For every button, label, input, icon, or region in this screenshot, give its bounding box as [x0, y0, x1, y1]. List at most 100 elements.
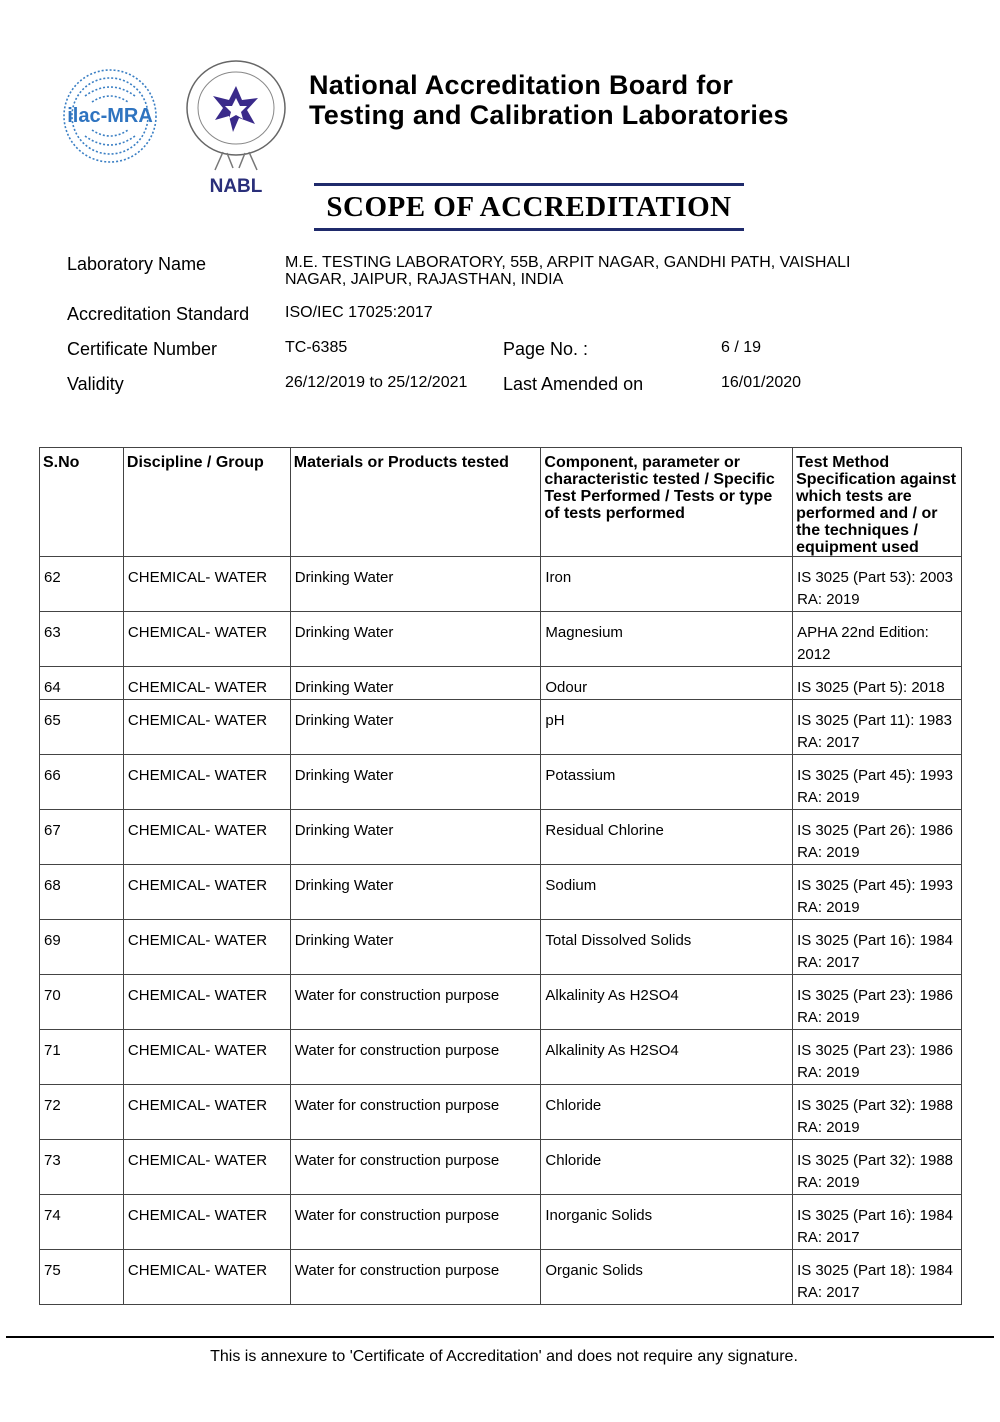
- cell-materials: Drinking Water: [289, 754, 542, 810]
- cell-discipline: CHEMICAL- WATER: [122, 1249, 291, 1305]
- test-method-line-2: RA: 2019: [797, 789, 860, 806]
- cell-sno: 63: [39, 611, 124, 667]
- test-method-line-1: IS 3025 (Part 32): 1988: [797, 1097, 954, 1114]
- table-row: 62 CHEMICAL- WATER Drinking Water Iron IS 30…: [39, 556, 962, 612]
- nabl-logo-text: NABL: [210, 176, 263, 197]
- cell-test-method: IS 3025 (Part 45): 1993 RA: 2019: [792, 754, 962, 810]
- test-method-line-2: 2012: [797, 646, 831, 663]
- test-method-line-1: IS 3025 (Part 23): 1986: [797, 987, 954, 1004]
- cell-component: Potassium: [540, 754, 794, 810]
- standard-label: Accreditation Standard: [67, 304, 250, 324]
- amended-label: Last Amended on: [503, 374, 644, 394]
- cell-component: Chloride: [540, 1084, 794, 1140]
- table-row: 65 CHEMICAL- WATER Drinking Water pH IS 3025…: [39, 699, 962, 755]
- table-row: 74 CHEMICAL- WATER Water for construction …: [39, 1194, 962, 1250]
- lab-name-value: M.E. TESTING LABORATORY, 55B, ARPIT NAGA…: [285, 254, 851, 288]
- cell-test-method: APHA 22nd Edition: 2012: [792, 611, 962, 667]
- cell-test-method: IS 3025 (Part 45): 1993 RA: 2019: [792, 864, 962, 920]
- cell-materials: Water for construction purpose: [289, 1139, 542, 1195]
- footer-note: This is annexure to 'Certificate of Accr…: [210, 1348, 798, 1365]
- cell-materials: Drinking Water: [289, 556, 542, 612]
- test-method-line-1: IS 3025 (Part 53): 2003: [797, 569, 954, 586]
- test-method-line-2: RA: 2019: [797, 1064, 860, 1081]
- cell-component: Residual Chlorine: [540, 809, 794, 865]
- certificate-label: Certificate Number: [67, 339, 218, 359]
- org-line-1: National Accreditation Board for: [309, 70, 734, 100]
- header-test-method: Test Method Specification against which …: [792, 447, 962, 557]
- cell-materials: Water for construction purpose: [289, 1084, 542, 1140]
- cell-test-method: IS 3025 (Part 5): 2018: [792, 666, 962, 700]
- cell-test-method: IS 3025 (Part 23): 1986 RA: 2019: [792, 1029, 962, 1085]
- standard-value: ISO/IEC 17025:2017: [285, 304, 433, 321]
- cell-discipline: CHEMICAL- WATER: [122, 666, 291, 700]
- test-method-line-1: IS 3025 (Part 5): 2018: [797, 679, 945, 696]
- cell-discipline: CHEMICAL- WATER: [122, 611, 291, 667]
- cell-sno: 74: [39, 1194, 124, 1250]
- cell-sno: 69: [39, 919, 124, 975]
- cell-test-method: IS 3025 (Part 26): 1986 RA: 2019: [792, 809, 962, 865]
- cell-component: pH: [540, 699, 794, 755]
- nabl-logo: NABL: [186, 60, 286, 197]
- header-sno: S.No: [39, 447, 124, 557]
- cell-discipline: CHEMICAL- WATER: [122, 754, 291, 810]
- lab-name-label: Laboratory Name: [67, 254, 207, 274]
- page-label: Page No. :: [503, 339, 589, 359]
- cell-discipline: CHEMICAL- WATER: [122, 919, 291, 975]
- amended-value: 16/01/2020: [721, 374, 802, 391]
- lab-name-line-2: NAGAR, JAIPUR, RAJASTHAN, INDIA: [285, 271, 564, 288]
- cell-component: Odour: [540, 666, 794, 700]
- cell-discipline: CHEMICAL- WATER: [122, 556, 291, 612]
- footer-divider: [6, 1336, 994, 1338]
- cell-sno: 68: [39, 864, 124, 920]
- cell-discipline: CHEMICAL- WATER: [122, 1194, 291, 1250]
- cell-discipline: CHEMICAL- WATER: [122, 809, 291, 865]
- certificate-value: TC-6385: [285, 339, 348, 356]
- cell-discipline: CHEMICAL- WATER: [122, 1139, 291, 1195]
- svg-text:ilac-MRA: ilac-MRA: [67, 105, 153, 127]
- cell-component: Organic Solids: [540, 1249, 794, 1305]
- cell-sno: 62: [39, 556, 124, 612]
- cell-materials: Water for construction purpose: [289, 974, 542, 1030]
- cell-test-method: IS 3025 (Part 32): 1988 RA: 2019: [792, 1084, 962, 1140]
- table-row: 72 CHEMICAL- WATER Water for construction …: [39, 1084, 962, 1140]
- table-row: 64 CHEMICAL- WATER Drinking Water Odour IS 3…: [39, 666, 962, 700]
- cell-sno: 64: [39, 666, 124, 700]
- table-row: 71 CHEMICAL- WATER Water for construction …: [39, 1029, 962, 1085]
- cell-sno: 71: [39, 1029, 124, 1085]
- test-method-line-1: APHA 22nd Edition:: [797, 624, 929, 641]
- test-method-line-1: IS 3025 (Part 18): 1984: [797, 1262, 954, 1279]
- cell-sno: 65: [39, 699, 124, 755]
- page-value: 6 / 19: [721, 339, 762, 356]
- cell-test-method: IS 3025 (Part 11): 1983 RA: 2017: [792, 699, 962, 755]
- cell-component: Chloride: [540, 1139, 794, 1195]
- cell-sno: 70: [39, 974, 124, 1030]
- organization-name: National Accreditation Board for Testing…: [309, 70, 789, 130]
- table-row: 68 CHEMICAL- WATER Drinking Water Sodium IS …: [39, 864, 962, 920]
- lab-name-line-1: M.E. TESTING LABORATORY, 55B, ARPIT NAGA…: [285, 254, 851, 271]
- cell-component: Sodium: [540, 864, 794, 920]
- cell-test-method: IS 3025 (Part 32): 1988 RA: 2019: [792, 1139, 962, 1195]
- validity-value: 26/12/2019 to 25/12/2021: [285, 374, 468, 391]
- cell-materials: Water for construction purpose: [289, 1194, 542, 1250]
- test-method-line-2: RA: 2019: [797, 844, 860, 861]
- cell-component: Total Dissolved Solids: [540, 919, 794, 975]
- cell-materials: Drinking Water: [289, 666, 542, 700]
- test-method-line-2: RA: 2017: [797, 734, 860, 751]
- cell-test-method: IS 3025 (Part 53): 2003 RA: 2019: [792, 556, 962, 612]
- test-method-line-1: IS 3025 (Part 45): 1993: [797, 767, 954, 784]
- table-row: 63 CHEMICAL- WATER Drinking Water Magnesium…: [39, 611, 962, 667]
- cell-sno: 72: [39, 1084, 124, 1140]
- test-method-line-2: RA: 2019: [797, 591, 860, 608]
- ilac-mra-logo: ilac-MRA: [63, 69, 157, 163]
- table-header-row: S.No Discipline / Group Materials or Pro…: [39, 447, 962, 557]
- cell-test-method: IS 3025 (Part 18): 1984 RA: 2017: [792, 1249, 962, 1305]
- cell-discipline: CHEMICAL- WATER: [122, 1084, 291, 1140]
- test-method-line-2: RA: 2019: [797, 1174, 860, 1191]
- cell-test-method: IS 3025 (Part 16): 1984 RA: 2017: [792, 1194, 962, 1250]
- validity-label: Validity: [67, 374, 124, 394]
- cell-materials: Water for construction purpose: [289, 1249, 542, 1305]
- cell-test-method: IS 3025 (Part 16): 1984 RA: 2017: [792, 919, 962, 975]
- cell-component: Iron: [540, 556, 794, 612]
- cell-component: Alkalinity As H2SO4: [540, 1029, 794, 1085]
- cell-sno: 67: [39, 809, 124, 865]
